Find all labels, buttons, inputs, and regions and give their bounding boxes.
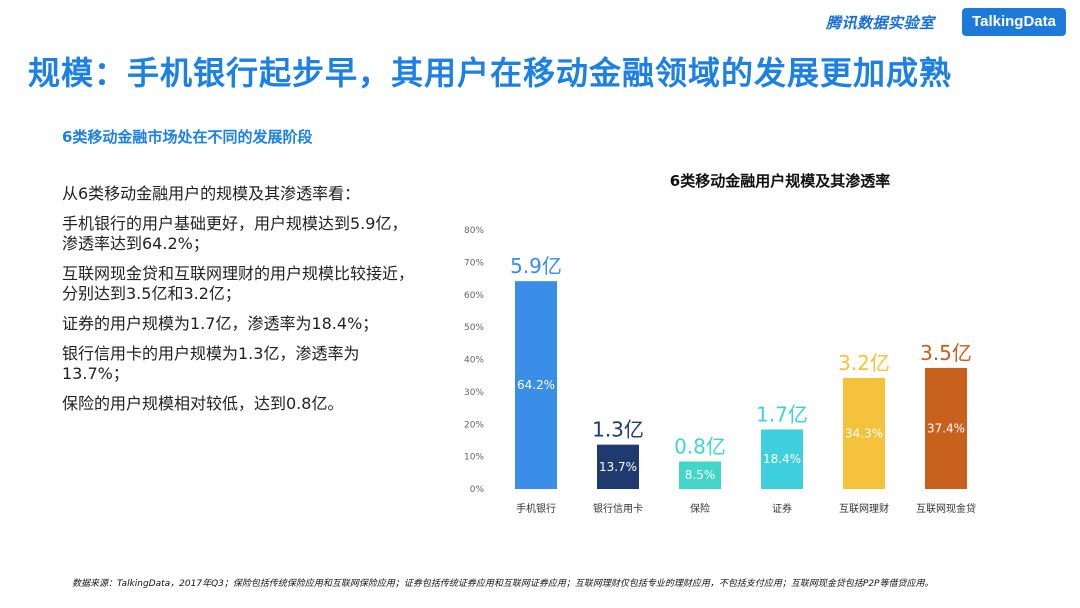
page-title: 规模：手机银行起步早，其用户在移动金融领域的发展更加成熟 (28, 54, 953, 92)
bar-value-label: 13.7% (599, 460, 637, 474)
y-tick-label: 40% (464, 356, 484, 366)
category-label: 银行信用卡 (593, 502, 643, 515)
bar-value-label: 37.4% (927, 421, 965, 435)
y-tick-label: 80% (464, 226, 484, 236)
user-scale-label: 0.8亿 (674, 434, 726, 458)
bar-3 (679, 461, 721, 489)
user-scale-label: 5.9亿 (510, 254, 562, 278)
user-scale-label: 1.3亿 (592, 418, 644, 442)
bar-value-label: 34.3% (845, 426, 883, 440)
talkingdata-logo: TalkingData (962, 8, 1066, 36)
y-tick-label: 60% (464, 291, 484, 301)
summary-line: 互联网现金贷和互联网理财的用户规模比较接近，分别达到3.5亿和3.2亿； (62, 264, 415, 303)
summary-line: 从6类移动金融用户的规模及其渗透率看： (62, 184, 361, 203)
summary-text: 从6类移动金融用户的规模及其渗透率看： 手机银行的用户基础更好，用户规模达到5.… (62, 184, 422, 424)
y-tick-label: 70% (464, 258, 484, 268)
bar-value-label: 8.5% (685, 468, 716, 482)
bar-value-label: 18.4% (763, 452, 801, 466)
section-subtitle: 6类移动金融市场处在不同的发展阶段 (62, 128, 313, 146)
bar-5 (843, 377, 885, 489)
bar-1 (515, 281, 557, 489)
summary-line: 证券的用户规模为1.7亿，渗透率为18.4%； (62, 314, 379, 333)
y-tick-label: 50% (464, 323, 484, 333)
bar-value-label: 64.2% (517, 378, 555, 392)
data-source-footnote: 数据来源：TalkingData，2017年Q3；保险包括传统保险应用和互联网保… (72, 579, 934, 589)
user-scale-label: 3.5亿 (920, 341, 972, 365)
user-scale-label: 3.2亿 (838, 351, 890, 375)
category-label: 手机银行 (516, 502, 556, 515)
y-tick-label: 20% (464, 420, 484, 430)
category-label: 保险 (690, 502, 710, 515)
bar-2 (597, 444, 639, 489)
user-scale-label: 1.7亿 (756, 402, 808, 426)
bar-6 (925, 367, 967, 489)
y-tick-label: 30% (464, 388, 484, 398)
category-label: 互联网理财 (839, 502, 889, 515)
category-label: 互联网现金贷 (916, 502, 976, 515)
summary-line: 手机银行的用户基础更好，用户规模达到5.9亿，渗透率达到64.2%； (62, 214, 408, 253)
brand-name: 腾讯数据实验室 (826, 14, 935, 32)
y-tick-label: 10% (464, 453, 484, 463)
chart-title: 6类移动金融用户规模及其渗透率 (669, 172, 891, 190)
category-label: 证券 (772, 502, 792, 515)
y-tick-label: 0% (470, 485, 485, 495)
summary-line: 保险的用户规模相对较低，达到0.8亿。 (62, 394, 344, 413)
summary-line: 银行信用卡的用户规模为1.3亿，渗透率为13.7%； (62, 344, 360, 383)
bar-4 (761, 429, 803, 489)
